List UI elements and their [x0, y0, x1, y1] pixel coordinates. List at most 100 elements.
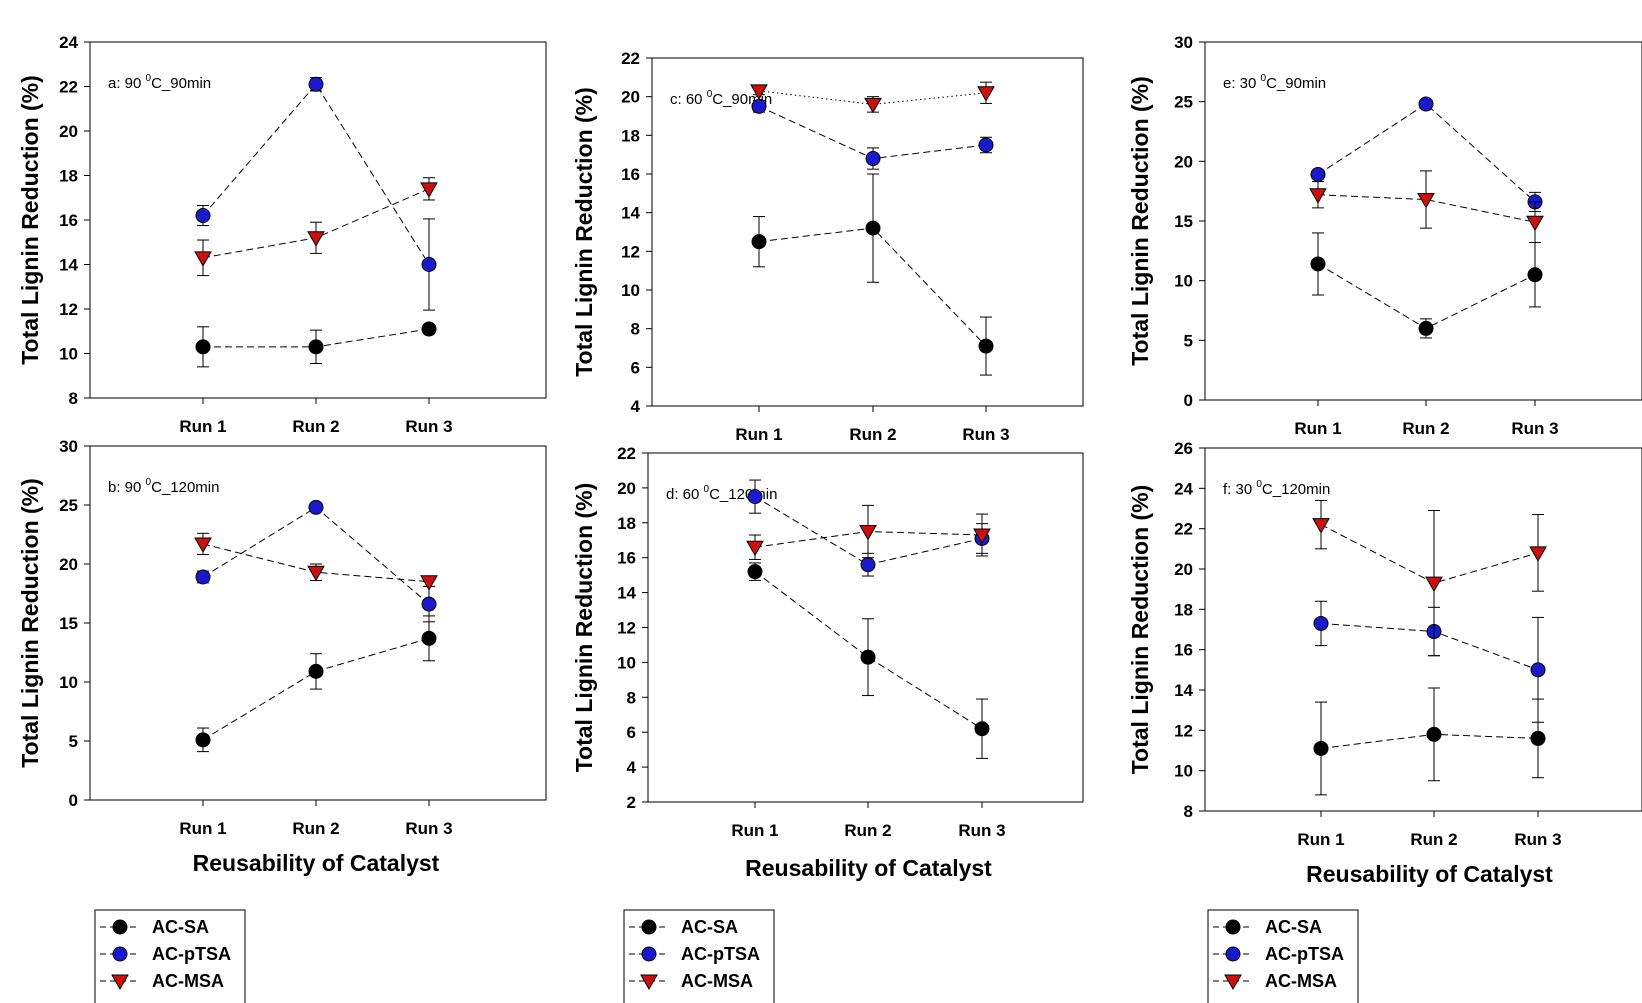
data-point	[308, 663, 324, 679]
data-point	[1425, 576, 1443, 593]
x-axis-label: Reusability of Catalyst	[193, 850, 440, 876]
data-point	[308, 339, 324, 355]
legend-label: AC-SA	[681, 917, 738, 937]
y-axis-label: Total Lignin Reduction (%)	[571, 483, 597, 773]
y-tick-label: 25	[59, 496, 78, 515]
y-tick-label: 16	[617, 549, 636, 568]
data-point	[865, 220, 881, 236]
y-tick-label: 8	[631, 320, 640, 339]
legend-label: AC-MSA	[1265, 971, 1337, 991]
data-point	[420, 182, 438, 198]
data-point	[194, 251, 212, 267]
x-tick-label: Run 2	[1410, 830, 1457, 849]
x-tick-label: Run 1	[735, 425, 782, 444]
y-tick-label: 12	[621, 242, 640, 261]
x-tick-label: Run 2	[292, 819, 339, 838]
legend-marker	[1225, 946, 1241, 962]
legend-label: AC-pTSA	[152, 944, 231, 964]
y-tick-label: 5	[69, 732, 78, 751]
y-tick-label: 6	[627, 723, 636, 742]
series-ac-sa	[1313, 687, 1546, 796]
legend-label: AC-pTSA	[1265, 944, 1344, 964]
data-point	[1417, 193, 1435, 209]
annotation-superscript: 0	[704, 484, 710, 495]
series-ac-msa	[1312, 499, 1547, 657]
y-axis-label: Total Lignin Reduction (%)	[571, 87, 597, 377]
annotation-superscript: 0	[146, 477, 152, 488]
panel-d: 2 4 6 8 10 12 14 16 18 20 22 Run 1 Run 2 Run 3 Total L…	[571, 444, 1084, 881]
data-point	[751, 234, 767, 250]
y-tick-label: 24	[1174, 479, 1193, 498]
series-line	[1317, 103, 1536, 203]
panel-b: 0 5 10 15 20 25 30 Run 1 Run 2 Run 3 Total Lignin …	[17, 437, 547, 876]
data-point	[746, 540, 764, 557]
annotation-prefix: d: 60	[666, 486, 704, 503]
data-point	[194, 537, 212, 553]
y-tick-label: 15	[59, 614, 78, 633]
y-tick-label: 14	[617, 584, 636, 603]
legend-label: AC-SA	[1265, 917, 1322, 937]
y-tick-label: 14	[1174, 681, 1193, 700]
data-point	[1313, 615, 1329, 631]
legend-1: AC-SA AC-pTSA AC-MSA	[94, 909, 246, 1003]
y-tick-label: 8	[1184, 802, 1193, 821]
series-line	[202, 83, 430, 265]
plot-frame	[651, 57, 1084, 407]
y-tick-label: 0	[1184, 391, 1193, 410]
series-line	[754, 571, 983, 730]
annotation-suffix: C_120min	[151, 479, 219, 496]
data-point	[747, 564, 763, 580]
y-tick-label: 22	[59, 78, 78, 97]
annotation-prefix: e: 30	[1223, 75, 1261, 92]
x-tick-label: Run 2	[292, 417, 339, 436]
data-point	[1312, 518, 1330, 534]
legend-2: AC-SA AC-pTSA AC-MSA	[623, 909, 775, 1003]
annotation-prefix: a: 90	[108, 75, 146, 92]
panel-annotation: b: 90 0C_120min	[108, 477, 219, 496]
data-point	[195, 339, 211, 355]
y-tick-label: 20	[59, 122, 78, 141]
y-tick-label: 14	[59, 256, 78, 275]
x-tick-label: Run 2	[1402, 419, 1449, 438]
x-tick-label: Run 3	[962, 425, 1009, 444]
series-line	[1317, 194, 1536, 223]
y-tick-label: 8	[69, 389, 78, 408]
legend-box	[94, 909, 246, 1003]
data-point	[860, 649, 876, 665]
series-ac-sa	[195, 615, 437, 753]
x-tick-label: Run 3	[1514, 830, 1561, 849]
y-tick-label: 12	[617, 619, 636, 638]
data-point	[1309, 188, 1327, 204]
y-axis-label: Total Lignin Reduction (%)	[1127, 76, 1153, 366]
legend-marker	[640, 974, 658, 991]
data-point	[421, 257, 437, 272]
y-axis-label: Total Lignin Reduction (%)	[17, 478, 43, 768]
data-point	[973, 528, 991, 545]
data-point	[308, 76, 324, 92]
y-tick-label: 16	[1174, 641, 1193, 660]
data-point	[978, 137, 994, 153]
y-tick-label: 18	[617, 514, 636, 533]
data-point	[1530, 730, 1546, 746]
y-tick-label: 4	[631, 397, 641, 416]
annotation-superscript: 0	[1256, 479, 1262, 490]
x-tick-label: Run 1	[1294, 419, 1341, 438]
series-ac-msa	[1309, 170, 1544, 243]
data-point	[1313, 740, 1329, 756]
y-tick-label: 10	[621, 281, 640, 300]
panel-e: 0 5 10 15 20 25 30 Run 1 Run 2 Run 3 Total Lignin …	[1127, 33, 1642, 438]
x-tick-label: Run 2	[844, 821, 891, 840]
series-ac-sa	[747, 562, 990, 759]
legend-marker	[112, 919, 128, 935]
y-tick-label: 26	[1174, 439, 1193, 458]
y-axis-label: Total Lignin Reduction (%)	[17, 75, 43, 365]
x-tick-label: Run 3	[1511, 419, 1558, 438]
legend-marker	[111, 974, 129, 991]
x-axis-label: Reusability of Catalyst	[1306, 861, 1553, 887]
data-point	[307, 565, 325, 582]
plot-frame	[1204, 447, 1642, 812]
data-point	[1310, 166, 1326, 182]
y-tick-label: 4	[627, 758, 637, 777]
y-tick-label: 5	[1184, 331, 1193, 350]
y-tick-label: 20	[1174, 152, 1193, 171]
